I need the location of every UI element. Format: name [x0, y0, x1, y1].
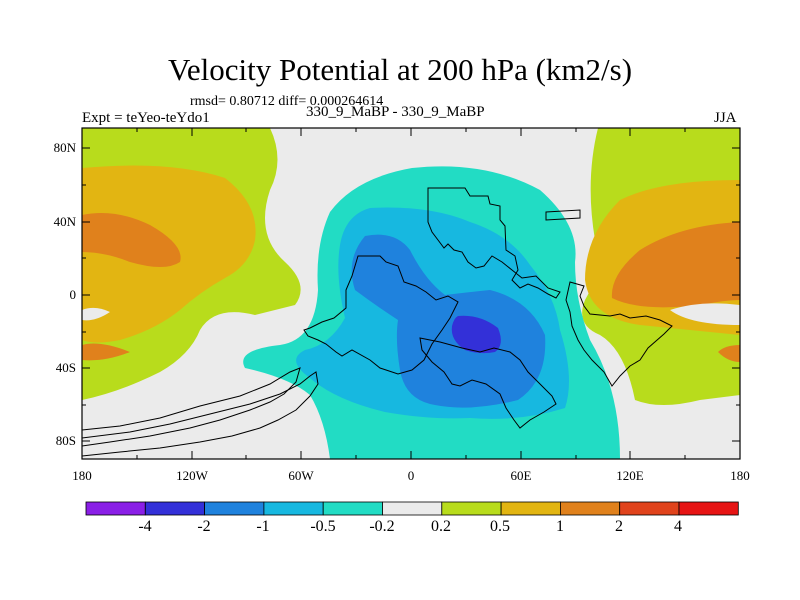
- contour-region-west-neutral-pocket: [82, 307, 110, 321]
- colorbar-box-7: [441, 501, 502, 516]
- colorbar-box-1: [85, 501, 146, 516]
- colorbar-box-2: [144, 501, 206, 516]
- coastline-outlines: [82, 187, 673, 457]
- contour-region-east-1: [611, 222, 740, 308]
- coastline-southern-strip-1: [82, 367, 301, 447]
- plot-title: Velocity Potential at 200 hPa (km2/s): [167, 52, 633, 87]
- colorbar-label-3: -1: [256, 518, 270, 535]
- colorbar-box-4: [263, 501, 324, 516]
- season-label: JJA: [714, 110, 737, 126]
- contour-region-west-1: [82, 212, 181, 267]
- colorbar-label-4: -0.5: [310, 518, 336, 535]
- latitude-ticks: [82, 147, 740, 442]
- colorbar-label-6: 0.2: [431, 518, 451, 535]
- coastline-south-continent: [419, 337, 557, 429]
- stats-line: rmsd= 0.80712 diff= 0.000264614: [190, 94, 384, 109]
- coastline-southern-strip-2: [82, 371, 319, 457]
- lon-label-180e: 180: [730, 468, 750, 483]
- lon-label-180w: 180: [72, 468, 92, 483]
- lon-label-120e: 120E: [616, 468, 644, 483]
- colorbar-box-10: [619, 501, 680, 516]
- colorbar-box-5: [322, 501, 383, 516]
- coastline-east-shelf: [545, 209, 581, 221]
- contour-region-west-1b: [82, 343, 130, 361]
- colorbar-box-11: [678, 501, 739, 516]
- coastline-east-islands: [565, 281, 673, 387]
- lat-label-80n: 80N: [53, 140, 76, 155]
- contour-region-center-minus-2: [451, 315, 501, 354]
- colorbar-box-9: [560, 501, 621, 516]
- colorbar-label-2: -2: [197, 518, 211, 535]
- experiment-label: Expt = teYeo-teYdo1: [82, 110, 210, 126]
- contour-region-east-neutral-pocket: [670, 303, 740, 325]
- lat-label-40s: 40S: [55, 360, 76, 375]
- lon-label-0: 0: [407, 468, 415, 483]
- lat-label-0: 0: [69, 287, 77, 302]
- colorbar-box-8: [500, 501, 561, 516]
- lon-label-60w: 60W: [288, 468, 314, 483]
- colorbar-label-9: 2: [615, 518, 623, 535]
- lon-label-120w: 120W: [176, 468, 208, 483]
- colorbar-label-7: 0.5: [490, 518, 510, 535]
- colorbar-box-6: [382, 501, 443, 516]
- colorbar: [85, 501, 739, 516]
- colorbar-label-10: 4: [674, 518, 682, 535]
- colorbar-label-5: -0.2: [369, 518, 395, 535]
- lat-label-40n: 40N: [53, 214, 76, 229]
- contour-region-east-1b: [718, 345, 740, 362]
- coastline-africa-asia: [427, 187, 561, 299]
- colorbar-box-3: [204, 501, 265, 516]
- colorbar-label-8: 1: [556, 518, 564, 535]
- longitude-ticks: [136, 128, 686, 459]
- coastline-west-continent: [303, 255, 459, 375]
- case-label: 330_9_MaBP - 330_9_MaBP: [306, 104, 485, 120]
- colorbar-label-1: -4: [138, 518, 152, 535]
- lat-label-80s: 80S: [55, 433, 76, 448]
- lon-label-60e: 60E: [510, 468, 532, 483]
- contour-field: [82, 128, 740, 459]
